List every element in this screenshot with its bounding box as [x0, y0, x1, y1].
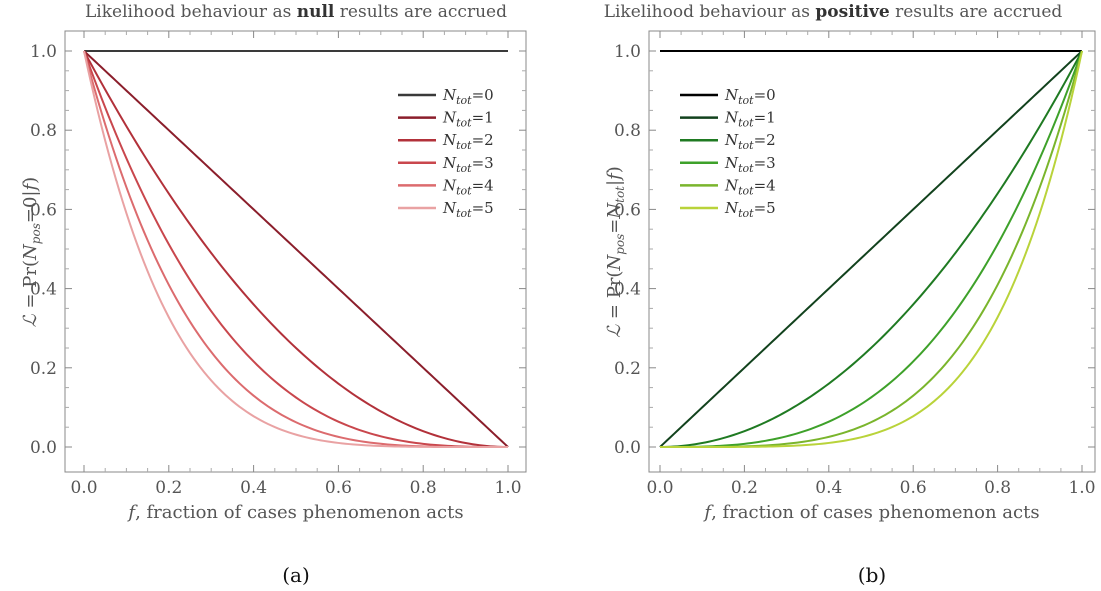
x-tick-label: 1.0 [494, 478, 521, 498]
legend-label-ntot-2: Ntot=2 [442, 131, 494, 152]
x-tick-label: 1.0 [1068, 478, 1095, 498]
legend-label-ntot-0: Ntot=0 [724, 86, 776, 107]
x-tick-label: 0.8 [984, 478, 1011, 498]
y-tick-label: 1.0 [30, 42, 57, 62]
chart-title-b: Likelihood behaviour as positive results… [604, 2, 1063, 22]
x-tick-label: 0.0 [646, 478, 673, 498]
y-tick-label: 0.0 [30, 438, 57, 458]
legend-label-ntot-2: Ntot=2 [724, 131, 776, 152]
series-lines-b [659, 50, 1083, 448]
panel-caption-b: (b) [858, 563, 886, 587]
x-tick-label: 0.4 [815, 478, 842, 498]
y-tick-label: 0.8 [614, 121, 641, 141]
x-tick-label: 0.6 [325, 478, 352, 498]
series-line-ntot-2 [659, 50, 1083, 448]
series-line-ntot-1 [83, 50, 509, 448]
y-tick-label: 0.6 [614, 200, 641, 220]
ticks-a: 0.0 0.2 0.4 0.6 0.8 1.0 0.0 0.2 0.4 0.6 0.8 1.0 [30, 31, 526, 498]
legend-label-ntot-4: Ntot=4 [724, 176, 776, 197]
y-tick-label: 0.2 [614, 359, 641, 379]
chart-panel-a: Likelihood behaviour as null results are… [20, 2, 527, 587]
legend-label-ntot-1: Ntot=1 [442, 109, 494, 130]
legend-label-ntot-4: Ntot=4 [442, 176, 494, 197]
y-tick-label: 0.4 [614, 280, 641, 300]
legend-label-ntot-5: Ntot=5 [724, 199, 776, 220]
y-tick-label: 1.0 [614, 42, 641, 62]
y-axis-label-b: ℒ = Pr(Npos=Ntot|f) [604, 166, 627, 338]
series-line-ntot-3 [83, 50, 508, 448]
x-tick-label: 0.6 [900, 478, 927, 498]
legend-label-ntot-5: Ntot=5 [442, 199, 494, 220]
panel-caption-a: (a) [282, 563, 310, 587]
x-tick-label: 0.2 [731, 478, 758, 498]
chart-title-a: Likelihood behaviour as null results are… [85, 2, 507, 22]
series-line-ntot-3 [660, 50, 1083, 448]
y-tick-label: 0.2 [30, 359, 57, 379]
series-line-ntot-5 [83, 50, 508, 448]
legend-label-ntot-1: Ntot=1 [724, 109, 776, 130]
x-tick-label: 0.2 [155, 478, 182, 498]
y-tick-label: 0.8 [30, 121, 57, 141]
x-tick-label: 0.0 [70, 478, 97, 498]
legend-label-ntot-3: Ntot=3 [724, 154, 776, 175]
series-line-ntot-2 [83, 50, 509, 448]
x-tick-label: 0.8 [410, 478, 437, 498]
x-axis-label-b: f, fraction of cases phenomenon acts [702, 502, 1039, 523]
y-tick-label: 0.4 [30, 280, 57, 300]
y-tick-label: 0.6 [30, 200, 57, 220]
series-lines-a [83, 50, 509, 448]
series-line-ntot-1 [659, 50, 1083, 448]
x-tick-label: 0.4 [240, 478, 267, 498]
series-line-ntot-5 [660, 50, 1083, 448]
y-tick-label: 0.0 [614, 438, 641, 458]
y-axis-label-a: ℒ = Pr(Npos=0|f) [20, 177, 43, 327]
legend-label-ntot-3: Ntot=3 [442, 154, 494, 175]
x-axis-label-a: f, fraction of cases phenomenon acts [126, 502, 463, 523]
chart-panel-b: Likelihood behaviour as positive results… [604, 2, 1096, 587]
plot-frame-b [648, 30, 1096, 473]
ticks-b: 0.0 0.2 0.4 0.6 0.8 1.0 0.0 0.2 0.4 0.6 0.8 1.0 [614, 31, 1096, 498]
legend-label-ntot-0: Ntot=0 [442, 86, 494, 107]
